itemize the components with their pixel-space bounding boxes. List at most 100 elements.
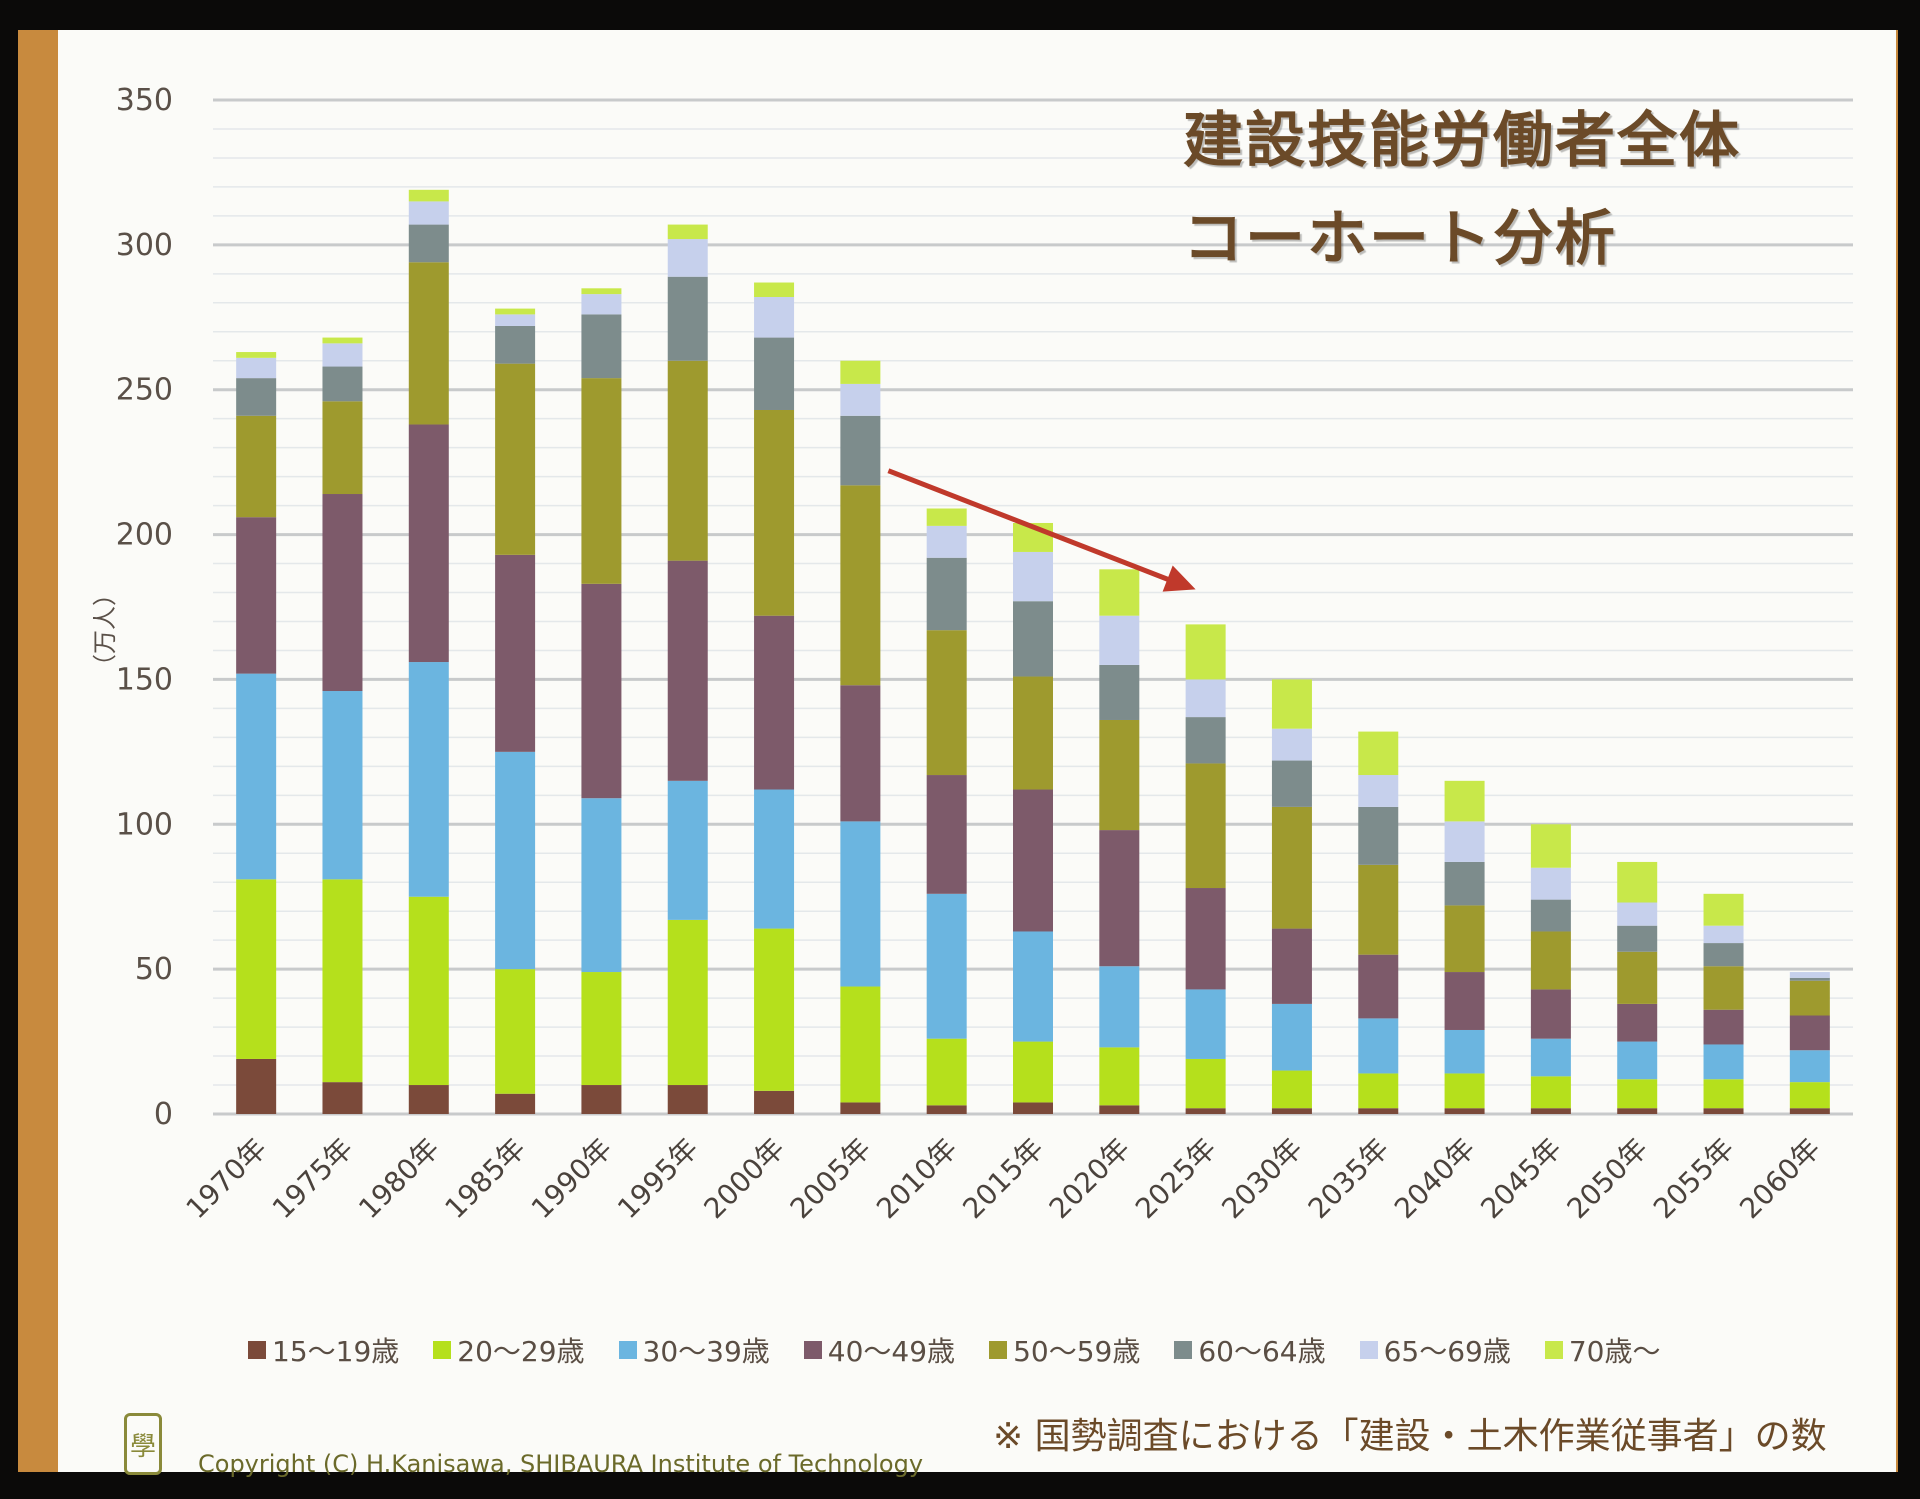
bar-segment [236,1058,277,1114]
legend-swatch [1359,1341,1378,1359]
legend-item: 50〜59歳 [989,1330,1140,1370]
legend-swatch [433,1341,452,1359]
bar-segment [236,673,277,880]
bar-segment [1185,717,1226,764]
bar-segment [1530,1076,1571,1109]
bar-segment [840,1102,881,1114]
legend-label: 30〜39歳 [642,1335,770,1368]
y-tick-label: 0 [154,1097,173,1132]
bar-segment [1703,1044,1744,1080]
bar-segment [926,893,967,1039]
x-tick-label: 2060年 [1733,1132,1827,1226]
x-tick-label: 2045年 [1474,1132,1568,1226]
bar-segment [926,775,967,894]
legend-item: 65〜69歳 [1359,1330,1511,1370]
bars [236,189,1830,1114]
bar-segment [1271,928,1312,1004]
legend: 15〜19歳 20〜29歳 30〜39歳 40〜49歳 50〜59歳 60〜64歳 65〜6… [248,1330,1661,1370]
bar-segment [236,378,277,416]
bar-segment [667,1085,708,1114]
bar-segment [1271,806,1312,929]
bar-segment [1358,1018,1399,1074]
bar-segment [1444,972,1485,1030]
bar-segment [840,685,881,822]
bar-segment [840,485,881,686]
bar-stack-2020年 [1099,569,1140,1114]
y-tick-label: 50 [135,952,173,987]
bar-segment [1789,977,1830,981]
bar-segment [667,780,708,920]
x-tick-label: 1980年 [352,1132,446,1226]
bar-segment [1358,954,1399,1019]
y-tick-label: 150 [116,662,173,697]
bar-segment [926,525,967,558]
legend-item: 15〜19歳 [248,1330,399,1370]
bar-segment [1617,861,1658,903]
bar-segment [840,986,881,1103]
bar-segment [1789,1082,1830,1109]
legend-swatch [1544,1341,1563,1359]
bar-segment [1703,943,1744,967]
bar-segment [581,378,622,584]
bar-segment [322,337,363,344]
bar-segment [322,691,363,880]
x-tick-label: 1990年 [525,1132,619,1226]
bar-segment [1099,1047,1140,1106]
legend-label: 65〜69歳 [1383,1335,1511,1368]
legend-swatch [618,1341,637,1359]
bar-segment [1185,624,1226,680]
bar-segment [1013,601,1053,677]
x-tick-label: 1970年 [180,1132,274,1226]
bar-segment [926,508,967,526]
bar-segment [840,383,881,416]
bar-segment [754,1090,795,1114]
x-tick-label: 2005年 [784,1132,878,1226]
legend-label: 40〜49歳 [827,1335,956,1368]
bar-segment [1444,821,1485,862]
bar-segment [1185,679,1226,718]
legend-swatch [248,1341,266,1359]
bar-segment [1703,1009,1744,1045]
bar-segment [1099,830,1140,967]
bar-segment [236,879,277,1059]
bar-segment [1358,775,1399,807]
bar-segment [1099,1105,1140,1114]
bar-segment [1617,925,1658,952]
bar-segment [1185,888,1226,990]
bar-segment [1013,1102,1053,1114]
bar-segment [1271,760,1312,807]
x-tick-label: 2020年 [1043,1132,1137,1226]
bar-segment [1530,1038,1571,1077]
bar-segment [926,1105,967,1114]
legend-item: 70歳〜 [1544,1330,1661,1370]
legend-label: 70歳〜 [1568,1335,1661,1368]
bar-segment [926,557,967,631]
legend-label: 60〜64歳 [1198,1335,1326,1368]
bar-segment [1013,676,1053,790]
bar-segment [1617,902,1658,926]
bar-segment [1444,780,1485,822]
bar-segment [754,615,795,790]
bar-stack-2025年 [1185,624,1226,1114]
bar-segment [1789,972,1830,978]
y-tick-label: 300 [116,228,173,263]
university-crest-icon: 學 [124,1413,162,1475]
bar-stack-2045年 [1530,824,1571,1114]
bar-segment [754,928,795,1091]
bar-segment [1185,989,1226,1059]
y-tick-label: 200 [116,518,173,553]
x-tick-label: 1995年 [611,1132,705,1226]
bar-segment [495,751,536,970]
bar-segment [1789,1108,1830,1114]
bar-segment [1530,931,1571,990]
bar-stack-2040年 [1444,780,1485,1114]
bar-segment [1530,899,1571,932]
bar-segment [667,919,708,1086]
bar-segment [926,630,967,776]
bar-segment [581,294,622,315]
x-tick-label: 2030年 [1215,1132,1309,1226]
bar-segment [322,401,363,495]
bar-segment [581,314,622,379]
bar-segment [322,494,363,692]
y-tick-label: 100 [116,807,173,842]
